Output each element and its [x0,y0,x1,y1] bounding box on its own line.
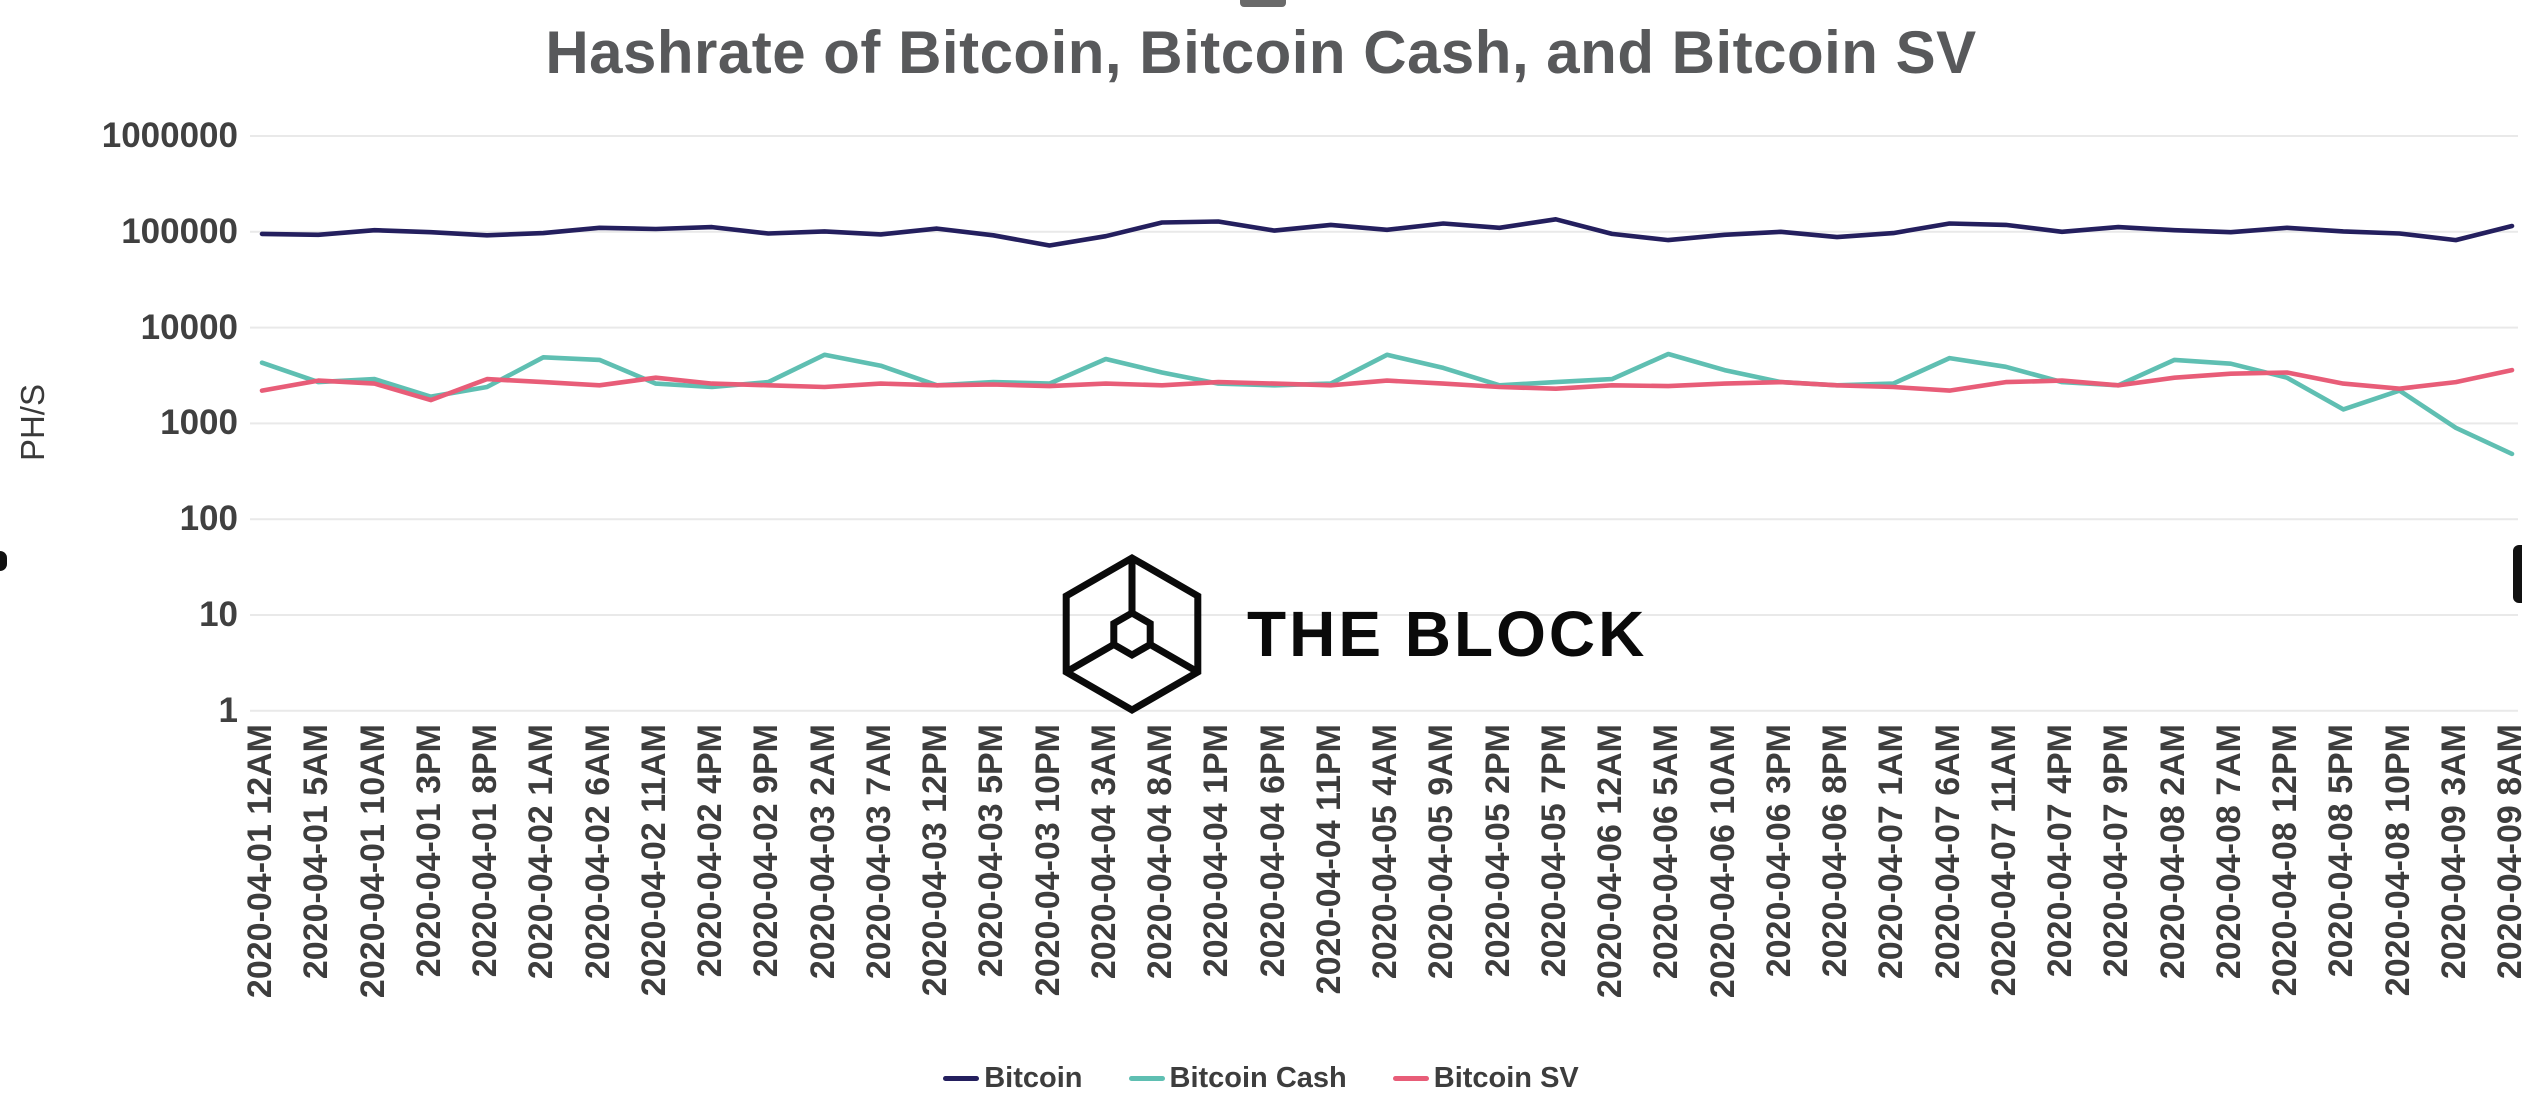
crop-artifact-right [2513,545,2522,603]
y-tick-label: 1000 [160,403,238,442]
x-tick-label: 2020-04-02 1AM [522,724,560,980]
x-tick-label: 2020-04-09 8AM [2491,724,2522,980]
the-block-logo: THE BLOCK [1055,550,1647,718]
x-tick-label: 2020-04-07 1AM [1872,724,1910,980]
x-tick-label: 2020-04-03 7AM [860,724,898,980]
legend-label: Bitcoin Cash [1169,1062,1347,1094]
y-tick-label: 100 [179,499,238,538]
y-axis-label: PH/S [14,384,51,462]
x-tick-label: 2020-04-02 4PM [691,724,729,978]
x-tick-label: 2020-04-09 3AM [2435,724,2473,980]
legend-label: Bitcoin SV [1433,1062,1579,1094]
chart-legend: Bitcoin Bitcoin Cash Bitcoin SV [0,1062,2522,1095]
x-tick-label: 2020-04-08 12PM [2266,724,2304,997]
x-tick-label: 2020-04-01 3PM [410,724,448,978]
x-tick-label: 2020-04-08 5PM [2322,724,2360,978]
x-tick-label: 2020-04-04 1PM [1197,724,1235,978]
x-tick-label: 2020-04-01 8PM [466,724,504,978]
x-tick-label: 2020-04-05 9AM [1422,724,1460,980]
legend-item-bitcoin-cash: Bitcoin Cash [1128,1062,1347,1095]
x-tick-label: 2020-04-08 7AM [2210,724,2248,980]
x-tick-label: 2020-04-03 12PM [916,724,954,997]
x-tick-label: 2020-04-05 4AM [1366,724,1404,980]
legend-label: Bitcoin [984,1062,1083,1094]
x-tick-label: 2020-04-01 5AM [297,724,335,980]
the-block-cube-icon [1062,553,1202,715]
y-tick-label: 10000 [140,308,238,347]
x-tick-label: 2020-04-04 11PM [1310,724,1348,995]
x-tick-label: 2020-04-07 6AM [1929,724,1967,980]
x-tick-label: 2020-04-06 10AM [1704,724,1742,999]
y-tick-label: 10 [199,595,238,634]
x-tick-label: 2020-04-04 3AM [1085,724,1123,980]
series-line-bitcoin-sv [259,367,2515,403]
x-tick-label: 2020-04-02 11AM [635,724,673,997]
x-tick-label: 2020-04-07 11AM [1985,724,2023,997]
x-tick-label: 2020-04-07 9PM [2097,724,2135,978]
y-tick-label: 100000 [121,212,238,251]
legend-item-bitcoin: Bitcoin [943,1062,1083,1095]
y-tick-label: 1 [218,691,238,730]
crop-artifact-top [1240,0,1286,7]
x-tick-label: 2020-04-04 6PM [1254,724,1292,978]
y-tick-label: 1000000 [101,116,238,155]
legend-swatch [1128,1076,1165,1081]
x-tick-label: 2020-04-02 9PM [747,724,785,978]
x-tick-label: 2020-04-03 5PM [972,724,1010,978]
crop-artifact-left [0,551,7,571]
series-line-bitcoin-cash [259,351,2515,457]
x-tick-label: 2020-04-06 5AM [1647,724,1685,980]
legend-item-bitcoin-sv: Bitcoin SV [1392,1062,1579,1095]
x-tick-label: 2020-04-03 2AM [804,724,842,980]
x-tick-label: 2020-04-05 2PM [1479,724,1517,978]
logo-text: THE BLOCK [1247,598,1648,670]
legend-swatch [1392,1076,1429,1081]
x-tick-label: 2020-04-08 2AM [2154,724,2192,980]
chart-title: Hashrate of Bitcoin, Bitcoin Cash, and B… [545,19,1977,86]
x-tick-label: 2020-04-01 10AM [354,724,392,999]
x-tick-label: 2020-04-06 3PM [1760,724,1798,978]
x-tick-label: 2020-04-03 10PM [1029,724,1067,997]
x-tick-label: 2020-04-01 12AM [241,724,279,999]
series-line-bitcoin [259,217,2515,248]
x-tick-label: 2020-04-06 8PM [1816,724,1854,978]
x-tick-label: 2020-04-08 10PM [2379,724,2417,997]
x-tick-label: 2020-04-07 4PM [2041,724,2079,978]
x-tick-label: 2020-04-02 6AM [579,724,617,980]
x-tick-label: 2020-04-05 7PM [1535,724,1573,978]
legend-swatch [943,1076,980,1081]
x-tick-label: 2020-04-06 12AM [1591,724,1629,999]
x-tick-label: 2020-04-04 8AM [1141,724,1179,980]
